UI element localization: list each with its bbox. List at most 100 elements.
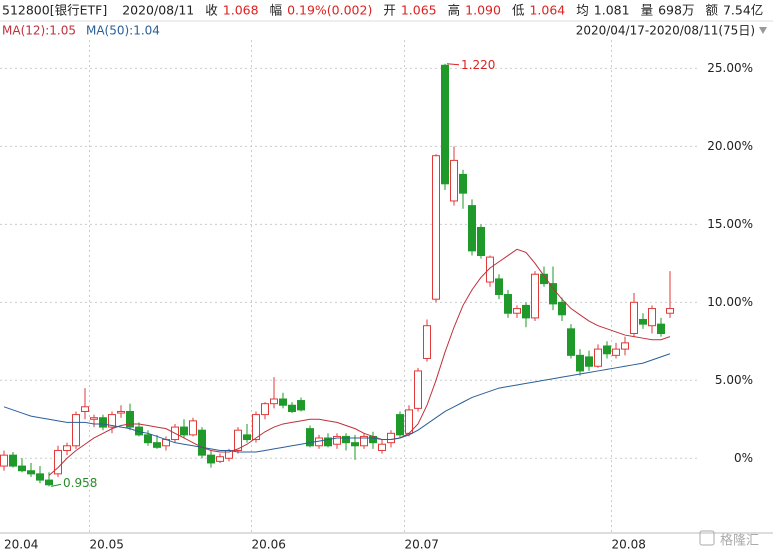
candle-body <box>351 442 359 447</box>
legend-entry: MA(12):1.05 <box>2 24 76 38</box>
candle-body <box>216 456 224 462</box>
candle-body <box>153 442 161 448</box>
y-tick-label: 20.00% <box>707 139 753 153</box>
field-label: 均 <box>576 3 589 18</box>
candle-body <box>63 445 71 451</box>
candle-body <box>585 356 593 367</box>
candle-body <box>657 323 665 335</box>
candle-body <box>99 417 107 428</box>
candle-body <box>405 409 413 434</box>
field-label: 幅 <box>270 3 283 18</box>
candle-body <box>612 348 620 356</box>
candle-body <box>531 273 539 319</box>
candle-body <box>468 205 476 252</box>
field-value: 1.064 <box>529 3 565 18</box>
candle-body <box>117 410 125 414</box>
candle-body <box>603 345 611 355</box>
candle-body <box>243 434 251 441</box>
candle-body <box>387 432 395 444</box>
candle-body <box>504 294 512 314</box>
candle-body <box>558 301 566 316</box>
candle-body <box>189 420 197 436</box>
field-value: 1.081 <box>594 3 630 18</box>
candle-body <box>621 342 629 350</box>
candle-body <box>27 470 35 475</box>
candle-body <box>450 159 458 202</box>
field-value: 1.068 <box>223 3 259 18</box>
candle-body <box>207 454 215 464</box>
x-tick-label: 20.05 <box>90 538 124 552</box>
candle-body <box>549 283 557 305</box>
candle-body <box>630 301 638 335</box>
x-tick-label: 20.08 <box>612 538 646 552</box>
candle-body <box>423 325 431 359</box>
field-label: 收 <box>205 3 218 18</box>
candle-body <box>270 398 278 405</box>
candle-body <box>9 454 17 467</box>
candle-body <box>234 429 242 451</box>
dropdown-arrow[interactable] <box>759 27 767 34</box>
field-label: 额 <box>705 3 718 18</box>
field-value: 698万 <box>658 3 694 18</box>
field-label: 高 <box>448 3 461 18</box>
candle-body <box>81 406 89 412</box>
header: 512800[银行ETF] 2020/08/11 收 1.068 幅 0.19%(0.00… <box>2 3 763 18</box>
y-tick-label: 0% <box>734 451 753 465</box>
date: 2020/08/11 <box>122 3 194 18</box>
candle-body <box>396 414 404 436</box>
candle-body <box>45 479 53 486</box>
candle-body <box>297 400 305 411</box>
candle-body <box>666 308 674 314</box>
y-tick-label: 5.00% <box>715 373 753 387</box>
candle-body <box>54 449 62 475</box>
y-tick-label: 15.00% <box>707 217 753 231</box>
y-tick-label: 10.00% <box>707 295 753 309</box>
candle-body <box>522 304 530 319</box>
y-tick-label: 25.00% <box>707 61 753 75</box>
candle-body <box>477 226 485 257</box>
candle-body <box>567 328 575 356</box>
candle-body <box>513 308 521 314</box>
candle-body <box>459 173 467 194</box>
x-tick-label: 20.04 <box>4 538 38 552</box>
candle-body <box>540 273 548 285</box>
field-label: 量 <box>641 3 654 18</box>
annotation: 1.220 <box>461 58 495 72</box>
annotation-arrow <box>446 63 460 66</box>
candle-body <box>252 414 260 441</box>
candle-body <box>333 435 341 445</box>
candle-body <box>72 414 80 447</box>
candle-body <box>180 426 188 436</box>
candle-body <box>36 473 44 481</box>
annotation-arrow <box>50 483 62 487</box>
field-label: 开 <box>383 3 396 18</box>
watermark: 格隆汇 <box>720 533 759 549</box>
candle-body <box>360 435 368 447</box>
field-value: 7.54亿 <box>723 3 763 18</box>
candle-body <box>144 434 152 444</box>
candle-body <box>576 354 584 372</box>
field-value: 1.090 <box>465 3 501 18</box>
candle-body <box>378 443 386 451</box>
candle-body <box>108 414 116 428</box>
field-label: 低 <box>512 3 525 18</box>
ma-line <box>3 353 671 453</box>
code: 512800[银行ETF] <box>2 3 107 18</box>
candle-body <box>486 256 494 283</box>
candle-body <box>324 437 332 447</box>
candle-body <box>306 428 314 447</box>
candle-body <box>18 465 26 472</box>
x-tick-label: 20.06 <box>252 538 286 552</box>
x-tick-label: 20.07 <box>405 538 439 552</box>
candle-body <box>0 454 8 467</box>
candle-body <box>495 278 503 296</box>
watermark-logo <box>699 530 715 546</box>
candle-body <box>441 64 449 185</box>
candle-body <box>594 348 602 367</box>
candle-body <box>90 417 98 420</box>
candle-body <box>639 318 647 325</box>
date-range[interactable]: 2020/04/17-2020/08/11(75日) <box>576 24 755 38</box>
legend-entry: MA(50):1.04 <box>86 24 160 38</box>
